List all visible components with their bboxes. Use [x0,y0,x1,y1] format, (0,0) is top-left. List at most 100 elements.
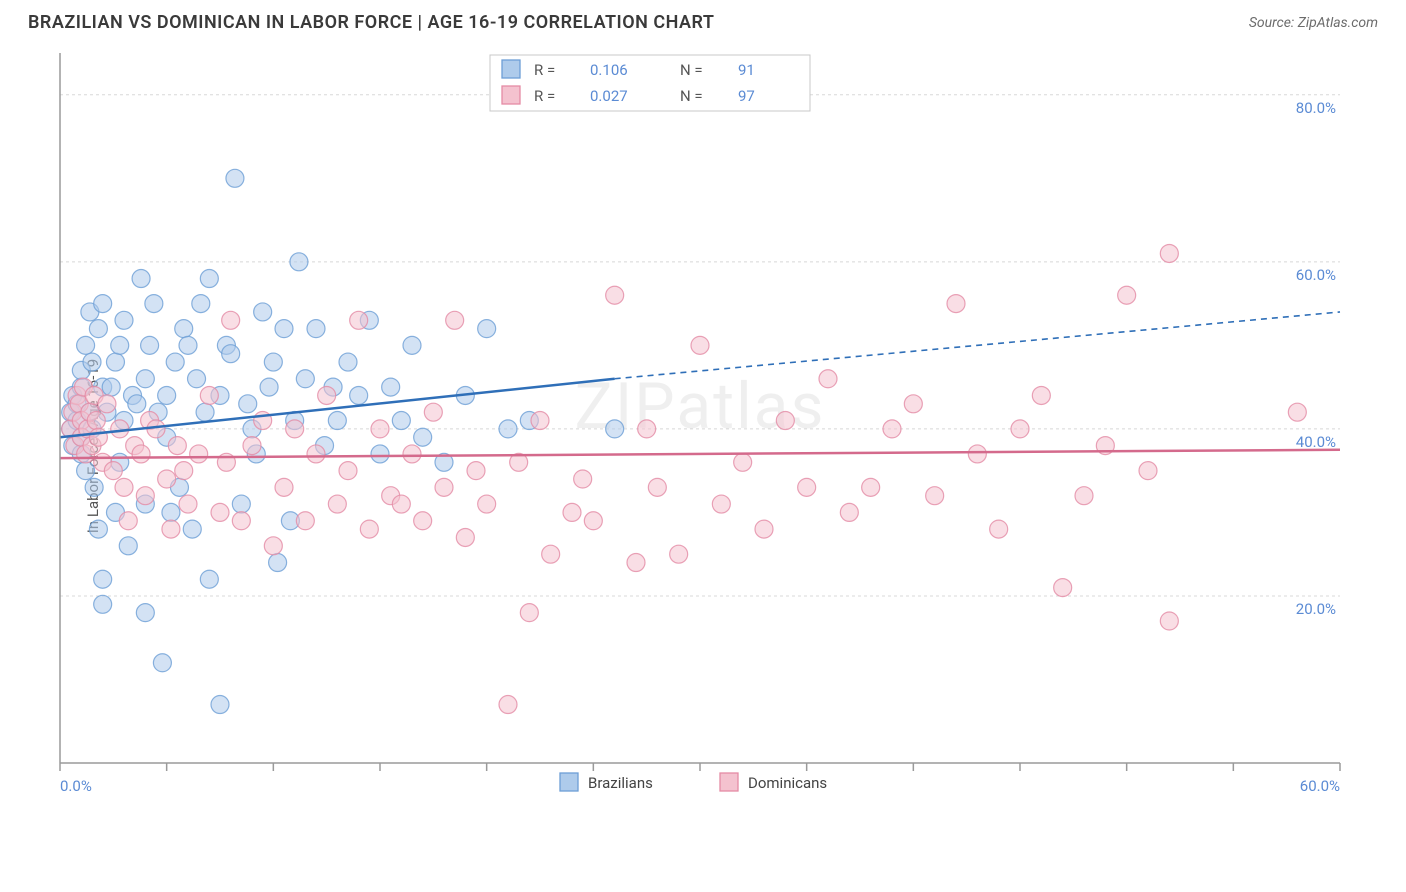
data-point [968,445,986,463]
data-point [307,320,325,338]
data-point [403,445,421,463]
data-point [183,520,201,538]
legend-swatch [560,773,578,791]
data-point [531,412,549,430]
data-point [128,395,146,413]
data-point [179,495,197,513]
data-point [883,420,901,438]
data-point [200,386,218,404]
data-point [712,495,730,513]
data-point [115,311,133,329]
data-point [190,445,208,463]
data-point [98,395,116,413]
data-point [264,537,282,555]
data-point [392,412,410,430]
data-point [188,370,206,388]
data-point [371,420,389,438]
data-point [94,295,112,313]
chart-source: Source: ZipAtlas.com [1249,15,1378,31]
data-point [456,528,474,546]
data-point [254,303,272,321]
data-point [104,462,122,480]
data-point [403,336,421,354]
data-point [499,420,517,438]
data-point [947,295,965,313]
data-point [392,495,410,513]
legend-swatch [720,773,738,791]
data-point [222,345,240,363]
data-point [574,470,592,488]
data-point [243,437,261,455]
data-point [119,512,137,530]
data-point [638,420,656,438]
data-point [85,478,103,496]
data-point [232,512,250,530]
regression-line-extrapolated [615,312,1340,379]
svg-text:N =: N = [680,61,703,79]
data-point [307,445,325,463]
data-point [691,336,709,354]
data-point [776,412,794,430]
data-point [106,353,124,371]
data-point [862,478,880,496]
data-point [424,403,442,421]
data-point [1160,612,1178,630]
data-point [136,370,154,388]
svg-text:20.0%: 20.0% [1296,600,1336,618]
data-point [584,512,602,530]
data-point [606,286,624,304]
data-point [328,495,346,513]
data-point [286,420,304,438]
legend-label: Brazilians [588,774,653,792]
chart-container: 20.0%40.0%60.0%80.0%ZIPatlas0.0%60.0%R =… [50,43,1378,853]
data-point [162,520,180,538]
data-point [102,378,120,396]
data-point [275,320,293,338]
data-point [153,654,171,672]
data-point [1118,286,1136,304]
data-point [414,512,432,530]
svg-text:60.0%: 60.0% [1296,266,1336,284]
data-point [132,445,150,463]
data-point [446,311,464,329]
data-point [499,696,517,714]
svg-text:40.0%: 40.0% [1296,433,1336,451]
data-point [87,412,105,430]
data-point [211,503,229,521]
data-point [627,554,645,572]
data-point [94,570,112,588]
data-point [819,370,837,388]
data-point [158,386,176,404]
data-point [175,462,193,480]
data-point [648,478,666,496]
data-point [111,420,129,438]
data-point [1288,403,1306,421]
data-point [158,470,176,488]
data-point [542,545,560,563]
data-point [166,353,184,371]
data-point [990,520,1008,538]
data-point [840,503,858,521]
data-point [1032,386,1050,404]
data-point [350,386,368,404]
data-point [145,295,163,313]
data-point [296,370,314,388]
data-point [798,478,816,496]
data-point [414,428,432,446]
data-point [111,336,129,354]
data-point [200,270,218,288]
data-point [264,353,282,371]
data-point [162,503,180,521]
data-point [1160,244,1178,262]
data-point [318,386,336,404]
data-point [136,487,154,505]
data-point [269,554,287,572]
data-point [382,378,400,396]
data-point [239,395,257,413]
data-point [115,478,133,496]
data-point [119,537,137,555]
data-point [339,462,357,480]
data-point [1139,462,1157,480]
data-point [136,604,154,622]
data-point [232,495,250,513]
